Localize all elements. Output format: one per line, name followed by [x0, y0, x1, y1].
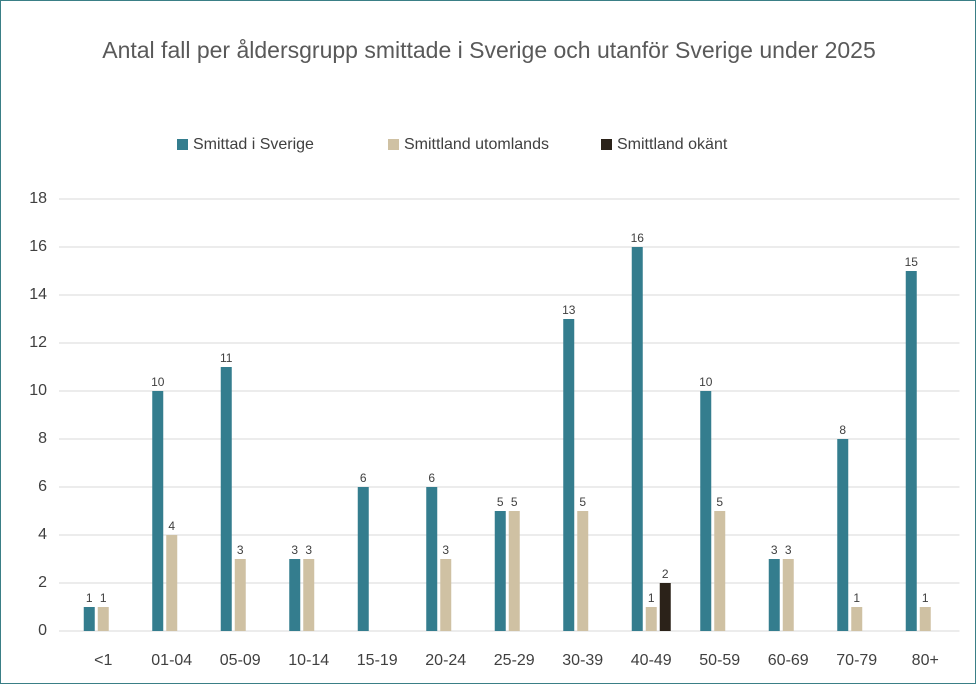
bar	[494, 511, 506, 631]
value-label: 1	[853, 591, 860, 605]
bar	[220, 367, 232, 631]
y-tick-label: 2	[38, 574, 47, 591]
y-tick-label: 6	[38, 478, 47, 495]
legend-swatch	[388, 139, 399, 150]
bar	[577, 511, 589, 631]
bar	[166, 535, 178, 631]
bar	[303, 559, 315, 631]
value-label: 3	[771, 543, 778, 557]
value-label: 5	[497, 495, 504, 509]
y-tick-label: 14	[29, 286, 47, 303]
bar	[714, 511, 726, 631]
bar	[357, 487, 369, 631]
x-tick-label: 80+	[912, 652, 939, 669]
bar	[440, 559, 452, 631]
x-tick-label: 50-59	[699, 652, 740, 669]
x-tick-label: 70-79	[836, 652, 877, 669]
bar	[152, 391, 164, 631]
bar	[905, 271, 917, 631]
x-tick-label: 60-69	[768, 652, 809, 669]
value-label: 10	[699, 375, 713, 389]
value-label: 5	[716, 495, 723, 509]
value-label: 16	[631, 231, 645, 245]
bar	[659, 583, 671, 631]
value-label: 1	[100, 591, 107, 605]
value-label: 3	[442, 543, 449, 557]
value-label: 3	[237, 543, 244, 557]
value-label: 15	[905, 255, 919, 269]
bar	[234, 559, 246, 631]
value-label: 1	[86, 591, 93, 605]
value-label: 13	[562, 303, 576, 317]
bar	[768, 559, 780, 631]
x-tick-label: 20-24	[425, 652, 466, 669]
value-label: 8	[839, 423, 846, 437]
value-label: 6	[428, 471, 435, 485]
x-tick-label: 05-09	[220, 652, 261, 669]
legend-swatch	[601, 139, 612, 150]
y-tick-label: 0	[38, 622, 47, 639]
chart-title: Antal fall per åldersgrupp smittade i Sv…	[102, 37, 876, 63]
x-tick-label: 10-14	[288, 652, 329, 669]
value-label: 10	[151, 375, 165, 389]
value-label: 1	[648, 591, 655, 605]
bar	[782, 559, 794, 631]
bar	[851, 607, 863, 631]
x-tick-label: 01-04	[151, 652, 192, 669]
value-label: 5	[579, 495, 586, 509]
value-label: 3	[291, 543, 298, 557]
value-label: 5	[511, 495, 518, 509]
bar	[837, 439, 849, 631]
bar	[289, 559, 301, 631]
bar	[97, 607, 109, 631]
x-tick-label: 15-19	[357, 652, 398, 669]
bar	[426, 487, 438, 631]
x-tick-label: 25-29	[494, 652, 535, 669]
bar	[700, 391, 712, 631]
legend-label: Smittad i Sverige	[193, 136, 314, 153]
y-tick-label: 18	[29, 190, 47, 207]
bar	[563, 319, 575, 631]
y-tick-label: 12	[29, 334, 47, 351]
value-label: 2	[662, 567, 669, 581]
legend-label: Smittland okänt	[617, 136, 728, 153]
value-label: 3	[305, 543, 312, 557]
bar	[508, 511, 520, 631]
value-label: 1	[922, 591, 929, 605]
x-tick-label: 30-39	[562, 652, 603, 669]
y-tick-label: 4	[38, 526, 47, 543]
x-tick-label: 40-49	[631, 652, 672, 669]
value-label: 6	[360, 471, 367, 485]
bar	[631, 247, 643, 631]
value-label: 11	[220, 351, 233, 365]
y-tick-label: 8	[38, 430, 47, 447]
bar	[919, 607, 931, 631]
x-tick-label: <1	[94, 652, 112, 669]
value-label: 4	[168, 519, 175, 533]
y-tick-label: 16	[29, 238, 47, 255]
legend-label: Smittland utomlands	[404, 136, 549, 153]
value-label: 3	[785, 543, 792, 557]
y-tick-label: 10	[29, 382, 47, 399]
bar	[83, 607, 95, 631]
legend-swatch	[177, 139, 188, 150]
bar	[645, 607, 657, 631]
